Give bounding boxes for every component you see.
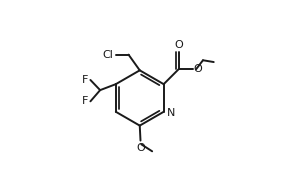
Text: O: O <box>193 64 202 74</box>
Text: F: F <box>82 96 88 106</box>
Text: O: O <box>136 143 145 153</box>
Text: F: F <box>82 75 88 85</box>
Text: O: O <box>174 40 183 50</box>
Text: N: N <box>167 107 176 118</box>
Text: Cl: Cl <box>102 50 113 60</box>
